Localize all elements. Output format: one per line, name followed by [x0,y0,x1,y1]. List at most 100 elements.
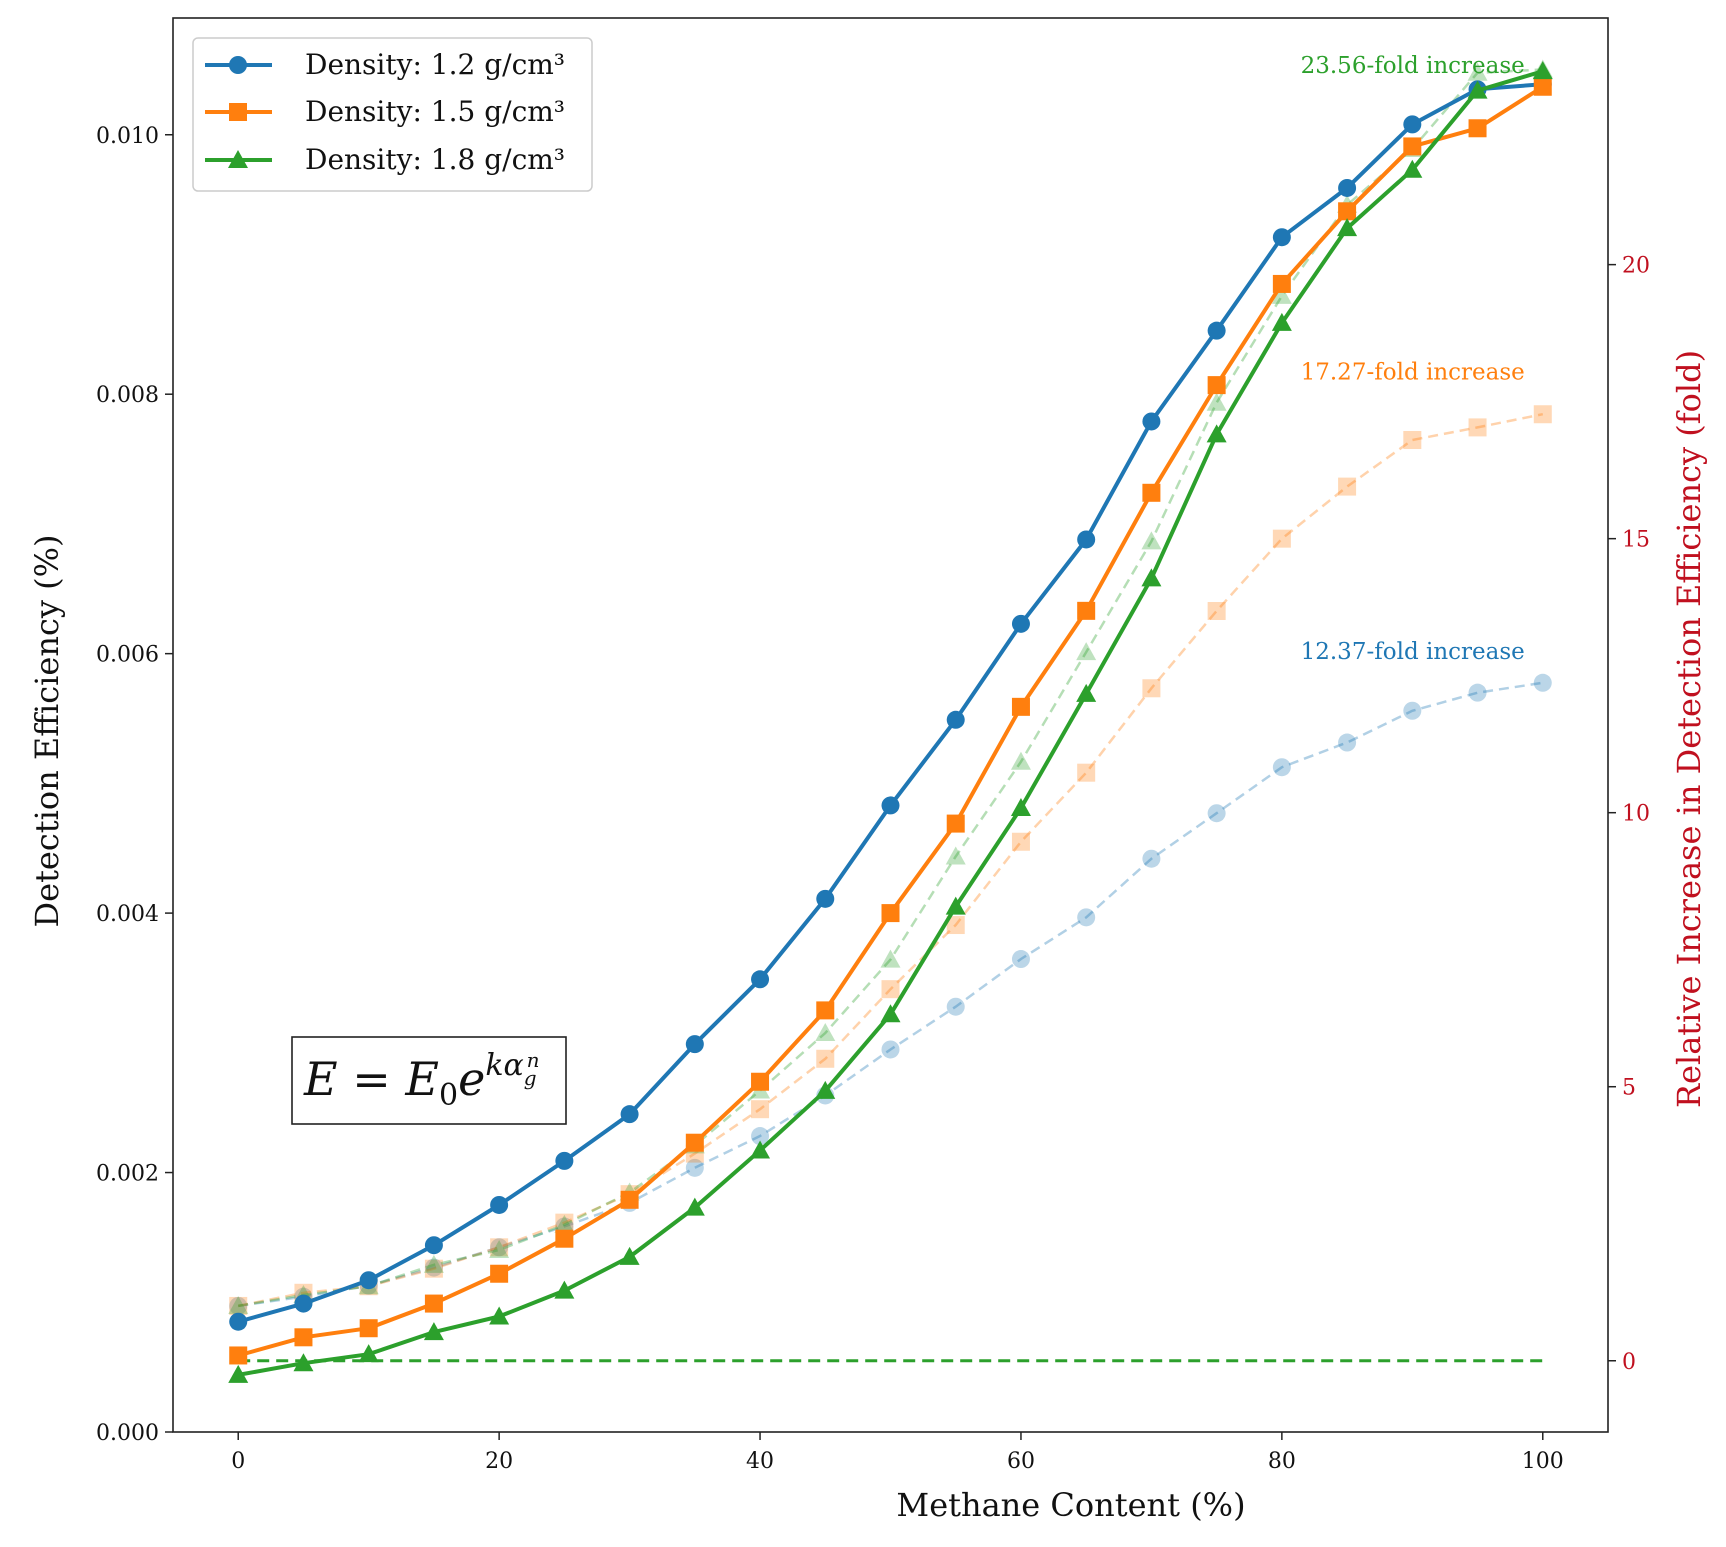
efficiency-data-point [1403,115,1422,134]
legend-entry-1: Density: 1.2 g/cm³ [205,48,565,81]
efficiency-data-point [620,1190,639,1209]
x-tick-label: 0 [231,1449,245,1474]
efficiency-data-point [619,1246,640,1265]
relative-data-point [816,1049,835,1068]
efficiency-data-point [1403,137,1422,156]
y2-tick-label: 20 [1622,254,1650,279]
efficiency-data-point [359,1271,378,1290]
relative-data-point [815,1023,836,1042]
relative-data-point [1468,418,1487,437]
relative-data-point [880,949,901,968]
y-tick-label: 0.008 [96,383,159,408]
relative-data-point [1142,679,1161,698]
formula-text: E = E0ekαgn [303,1048,539,1113]
y-tick-label: 0.000 [96,1421,159,1446]
x-tick-label: 20 [485,1449,513,1474]
efficiency-data-point [424,1294,443,1313]
efficiency-data-point [1077,601,1096,620]
efficiency-data-point [881,904,900,923]
efficiency-data-point [1272,274,1291,293]
legend-label-1: Density: 1.2 g/cm³ [305,48,565,81]
legend-marker-square [229,103,247,121]
efficiency-data-point [1010,798,1031,817]
relative-data-point [685,1158,704,1177]
legend-entry-2: Density: 1.5 g/cm³ [205,95,565,128]
efficiency-data-point [946,710,965,729]
efficiency-data-point [1011,614,1030,633]
efficiency-data-point [1076,683,1097,702]
formula-frame [291,1036,567,1125]
relative-data-point [1403,431,1422,450]
efficiency-data-point [685,1035,704,1054]
x-tick-label: 100 [1522,1449,1564,1474]
efficiency-data-point [1468,119,1487,138]
y2-tick-label: 15 [1622,528,1650,553]
formula-box: E = E0ekαgn [291,1036,567,1125]
relative-data-point [1272,758,1291,777]
efficiency-data-point [228,1364,249,1383]
efficiency-data-point [1467,80,1488,99]
relative-data-point [946,916,965,935]
legend-label-3: Density: 1.8 g/cm³ [305,143,565,176]
relative-series-line [237,412,1544,1308]
relative-data-point [1272,529,1291,548]
relative-data-point [1403,701,1422,720]
relative-data-point [1207,804,1226,823]
efficiency-data-point [1141,568,1162,587]
efficiency-data-point [293,1353,314,1372]
relative-data-point [1076,642,1097,661]
efficiency-data-point [555,1151,574,1170]
efficiency-data-point [294,1294,313,1313]
relative-data-point [1338,733,1357,752]
efficiency-data-point [815,1080,836,1099]
efficiency-data-point [1207,376,1226,395]
annotation-layer: 23.56-fold increase 17.27-fold increase 12… [1301,53,1525,665]
efficiency-data-point [750,1140,771,1159]
fold-increase-annotation: 23.56-fold increase [1301,53,1525,79]
legend: Density: 1.2 g/cm³ Density: 1.5 g/cm³ De… [192,37,593,192]
relative-data-point [1271,285,1292,304]
efficiency-data-point [229,1346,248,1365]
legend-label-2: Density: 1.5 g/cm³ [305,95,565,128]
axes-layer: 0 20 40 60 80 1000.0000.0020.0040.0060.0080.0… [96,124,1650,1474]
efficiency-data-point [358,1344,379,1363]
efficiency-data-point [685,1133,704,1152]
efficiency-data-point [880,1004,901,1023]
efficiency-data-point [1207,321,1226,340]
efficiency-data-point [1271,312,1292,331]
plot-frame [172,17,1609,1433]
efficiency-data-point [684,1197,705,1216]
fold-increase-annotation: 12.37-fold increase [1301,639,1525,665]
relative-data-point [424,1258,443,1277]
y-tick-label: 0.002 [96,1162,159,1187]
y-axis-title: Detection Efficiency (%) [28,534,66,927]
efficiency-data-point [1532,61,1553,80]
efficiency-data-point [554,1280,575,1299]
legend-marker-circle [229,56,247,74]
relative-data-point [1142,849,1161,868]
efficiency-data-point [1533,77,1552,96]
relative-data-point [1077,908,1096,927]
relative-data-point [489,1240,510,1259]
relative-data-point [1207,602,1226,621]
y2-tick-label: 10 [1622,802,1650,827]
y-tick-label: 0.010 [96,124,159,149]
efficiency-data-point [423,1322,444,1341]
relative-data-point [1141,531,1162,550]
efficiency-data-point [490,1264,509,1283]
relative-data-point [1533,673,1552,692]
relative-data-point [751,1100,770,1119]
efficiency-data-point [1402,159,1423,178]
efficiency-data-point [1142,412,1161,431]
efficiency-data-point [1142,483,1161,502]
efficiency-data-point [751,970,770,989]
relative-data-point [751,1127,770,1146]
relative-series-4 [229,405,1552,1315]
relative-data-point [1077,763,1096,782]
relative-data-point [229,1296,248,1315]
relative-data-point [490,1238,509,1257]
efficiency-data-point [1338,202,1357,221]
relative-data-point [1533,405,1552,424]
legend-marker-triangle [228,150,248,168]
